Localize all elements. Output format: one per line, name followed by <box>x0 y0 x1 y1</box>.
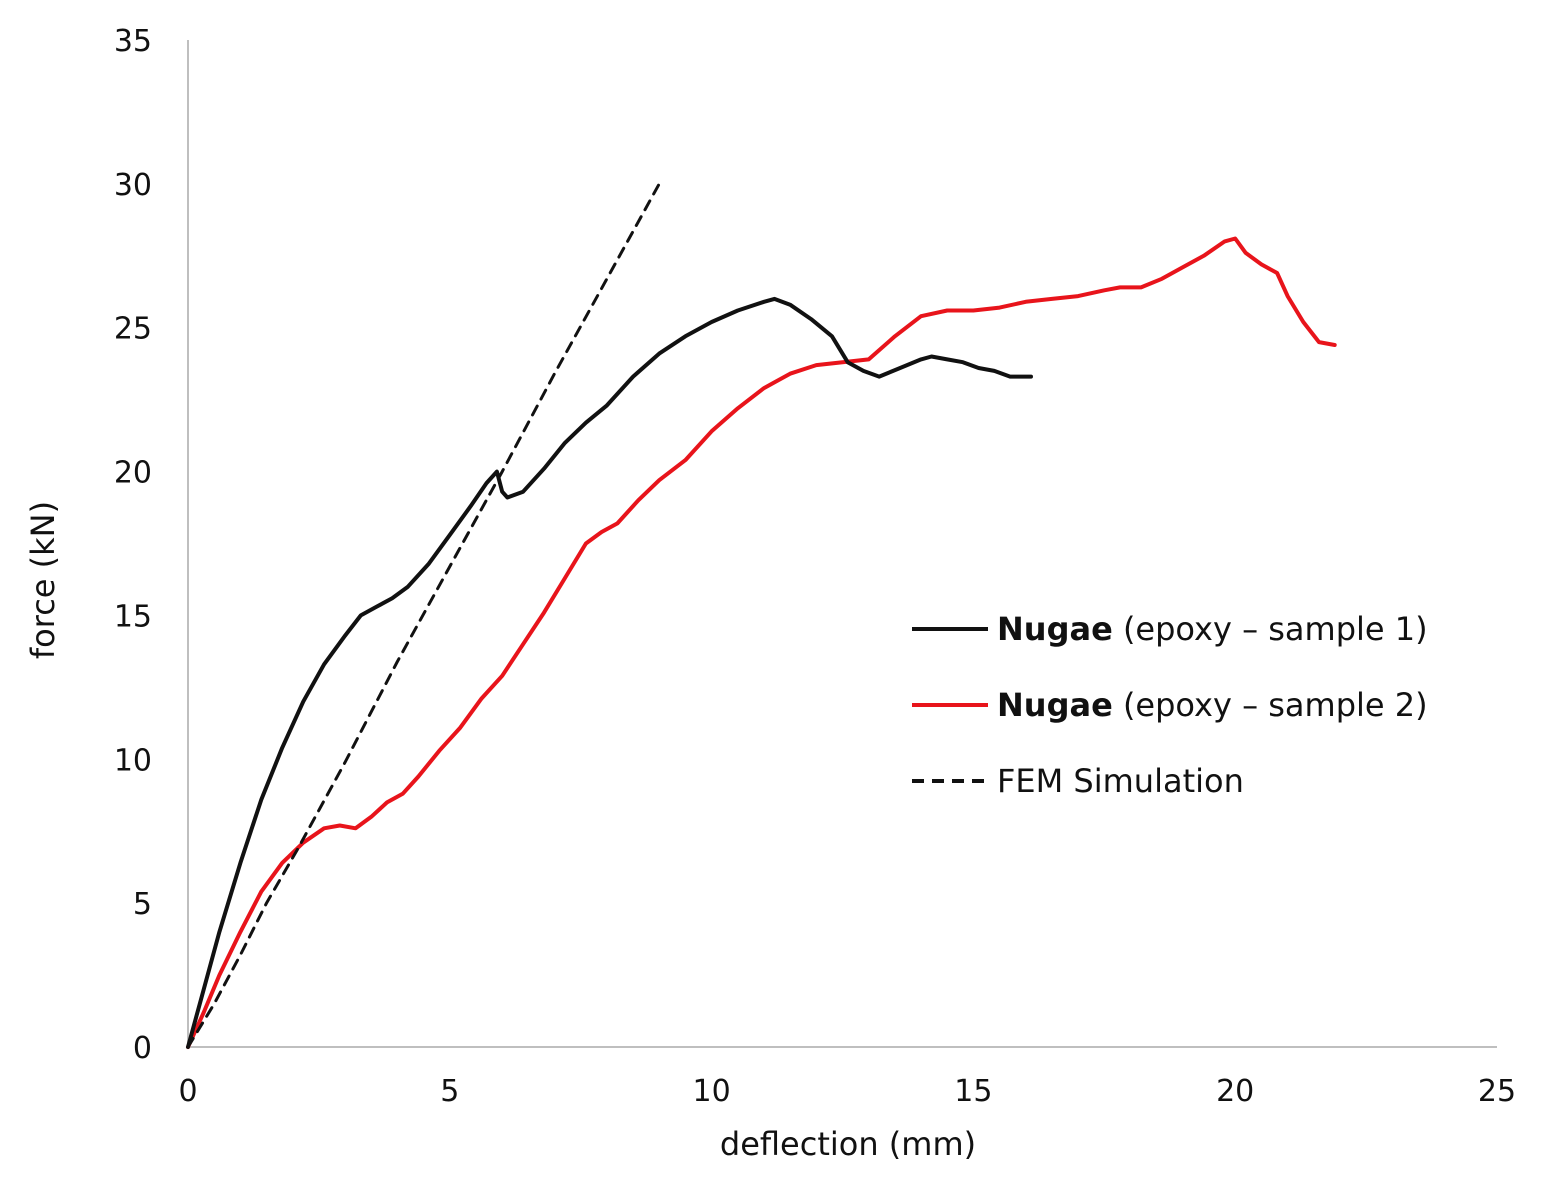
legend-label-sample-1: (epoxy – sample 1) <box>1113 610 1428 648</box>
y-tick-label: 15 <box>114 599 152 634</box>
x-axis-title: deflection (mm) <box>720 1125 976 1163</box>
x-tick-label: 10 <box>693 1074 731 1109</box>
svg-text:Nugae (epoxy – sample 1): Nugae (epoxy – sample 1) <box>997 610 1428 648</box>
y-tick-label: 35 <box>114 24 152 59</box>
legend-label-fem: FEM Simulation <box>997 762 1244 800</box>
y-tick-label: 5 <box>133 887 152 922</box>
y-tick-label: 10 <box>114 743 152 778</box>
series-line-sample-2 <box>186 236 1337 1049</box>
series-line-fem <box>186 182 661 1049</box>
y-tick-label: 0 <box>133 1031 152 1066</box>
series-layer <box>186 182 1337 1049</box>
y-tick-label: 20 <box>114 456 152 491</box>
svg-text:Nugae (epoxy – sample 2): Nugae (epoxy – sample 2) <box>997 686 1428 724</box>
x-tick-label: 20 <box>1216 1074 1254 1109</box>
x-tick-label: 15 <box>954 1074 992 1109</box>
svg-text:FEM Simulation: FEM Simulation <box>997 762 1244 800</box>
x-tick-label: 0 <box>178 1074 197 1109</box>
legend-label-bold-sample-1: Nugae <box>997 610 1113 648</box>
legend-item-sample-2: Nugae (epoxy – sample 2) <box>912 686 1428 724</box>
x-tick-label: 25 <box>1478 1074 1516 1109</box>
legend-item-sample-1: Nugae (epoxy – sample 1) <box>912 610 1428 648</box>
legend-label-bold-sample-2: Nugae <box>997 686 1113 724</box>
plot-area <box>187 40 1497 1048</box>
x-tick-labels: 0 5 10 15 20 25 <box>178 1074 1516 1109</box>
x-tick-label: 5 <box>440 1074 459 1109</box>
series-line-sample-1 <box>186 296 1033 1049</box>
legend: Nugae (epoxy – sample 1) Nugae (epoxy – … <box>912 610 1428 800</box>
y-tick-label: 30 <box>114 168 152 203</box>
y-axis-title: force (kN) <box>24 501 62 659</box>
legend-item-fem: FEM Simulation <box>912 762 1244 800</box>
y-tick-labels: 0 5 10 15 20 25 30 35 <box>114 24 152 1066</box>
legend-label-sample-2: (epoxy – sample 2) <box>1113 686 1428 724</box>
y-tick-label: 25 <box>114 312 152 347</box>
